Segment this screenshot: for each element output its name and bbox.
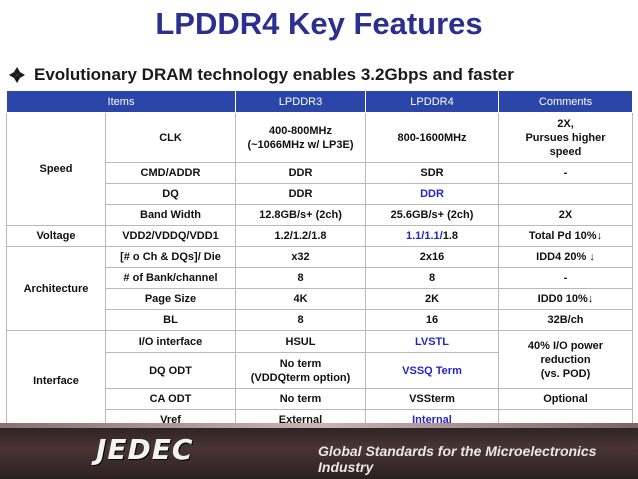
cell-item: Band Width [105,204,236,226]
table-row: Interface I/O interface HSUL LVSTL 40% I… [6,330,633,431]
table-header-row: Items LPDDR3 LPDDR4 Comments [6,90,633,113]
diamond-bullet-icon [9,67,25,83]
header-lpddr4: LPDDR4 [365,90,499,113]
cell-item: BL [105,309,236,331]
cell-line: Pursues higher [525,131,606,144]
cell-lpddr4: DDR [365,183,499,205]
table-row: DQ ODT No term (VDDQterm option) VSSQ Te… [7,352,633,389]
table-row: Page Size 4K 2K IDD0 10%↓ [7,288,633,310]
group-interface: Interface [6,330,106,431]
bullet-point: Evolutionary DRAM technology enables 3.2… [8,64,630,86]
table-row: # of Bank/channel 8 8 - [7,267,633,289]
cell-line: 400-800MHz [269,124,332,137]
group-voltage: Voltage [6,225,106,247]
cell-comment: IDD4 20% ↓ [498,246,633,268]
cell-comment: 32B/ch [498,309,633,331]
cell-line: No term [279,357,322,370]
table-row: Architecture [# o Ch & DQs]/ Die x32 2x1… [6,246,633,331]
cell-lpddr3: DDR [235,183,366,205]
cell-lpddr4: 8 [365,267,499,289]
cell-lpddr4: VSSQ Term [365,352,499,389]
cell-lpddr4: 25.6GB/s+ (2ch) [365,204,499,226]
cell-item: CMD/ADDR [105,162,236,184]
cell-comment: - [498,162,633,184]
cell-line: reduction [540,353,591,366]
footer-shine [0,423,638,428]
cell-lpddr4: SDR [365,162,499,184]
cell-lpddr3: No term [235,388,366,410]
cell-comment [498,183,633,205]
cell-comment: IDD0 10%↓ [498,288,633,310]
cell-item: I/O interface [105,330,236,353]
cell-item: DQ [105,183,236,205]
header-items: Items [6,90,236,113]
table-row: CMD/ADDR DDR SDR - [7,162,633,184]
cell-item: Page Size [105,288,236,310]
jedec-logo: JEDEC [96,433,194,466]
cell-item: CLK [105,112,236,163]
slide-title: LPDDR4 Key Features [155,6,483,41]
table-row: Band Width 12.8GB/s+ (2ch) 25.6GB/s+ (2c… [7,204,633,226]
cell-lpddr3: x32 [235,246,366,268]
cell-line: speed [549,145,582,158]
cell-part: 1.1/1.1/ [406,230,443,242]
header-comments: Comments [498,90,633,113]
group-architecture: Architecture [6,246,106,331]
cell-comment: Total Pd 10%↓ [498,225,633,247]
features-table: Items LPDDR3 LPDDR4 Comments Speed CLK 4… [6,90,633,431]
cell-lpddr4: 2x16 [365,246,499,268]
cell-item: # of Bank/channel [105,267,236,289]
cell-lpddr3: 8 [235,309,366,331]
cell-lpddr3: 12.8GB/s+ (2ch) [235,204,366,226]
table-row: BL 8 16 32B/ch [7,309,633,331]
cell-item: VDD2/VDDQ/VDD1 [105,225,236,247]
cell-lpddr3: 8 [235,267,366,289]
cell-lpddr3: No term (VDDQterm option) [235,352,366,389]
cell-line: 2X, [557,117,574,130]
footer-banner: JEDEC Global Standards for the Microelec… [0,423,638,479]
cell-item: [# o Ch & DQs]/ Die [105,246,236,268]
cell-lpddr4: 1.1/1.1/1.8 [365,225,499,247]
table-row: Voltage VDD2/VDDQ/VDD1 1.2/1.2/1.8 1.1/1… [6,225,633,247]
cell-lpddr4: LVSTL [365,330,499,353]
cell-line: (VDDQterm option) [250,371,351,384]
cell-item: CA ODT [105,388,236,410]
group-speed: Speed [6,112,106,226]
cell-comment: Optional [498,388,633,410]
header-lpddr3: LPDDR3 [235,90,366,113]
cell-lpddr3: DDR [235,162,366,184]
cell-comment: - [498,267,633,289]
table-row: DQ DDR DDR [7,183,633,205]
cell-item: DQ ODT [105,352,236,389]
cell-line: 40% I/O power [527,339,604,352]
cell-part: 1.8 [442,230,458,242]
cell-line: (vs. POD) [540,367,591,380]
cell-lpddr3: 400-800MHz (~1066MHz w/ LP3E) [235,112,366,163]
table-row: Speed CLK 400-800MHz (~1066MHz w/ LP3E) … [6,112,633,226]
cell-lpddr4: 800-1600MHz [365,112,499,163]
cell-comment: 40% I/O power reduction (vs. POD) [498,330,633,389]
cell-lpddr3: 4K [235,288,366,310]
footer-tagline: Global Standards for the Microelectronic… [318,443,597,475]
cell-comment: 2X, Pursues higher speed [498,112,633,163]
cell-comment: 2X [498,204,633,226]
cell-lpddr3: 1.2/1.2/1.8 [235,225,366,247]
cell-line: (~1066MHz w/ LP3E) [247,138,354,151]
bullet-text: Evolutionary DRAM technology enables 3.2… [34,65,514,84]
cell-lpddr4: 2K [365,288,499,310]
cell-lpddr4: VSSterm [365,388,499,410]
cell-lpddr4: 16 [365,309,499,331]
cell-lpddr3: HSUL [235,330,366,353]
